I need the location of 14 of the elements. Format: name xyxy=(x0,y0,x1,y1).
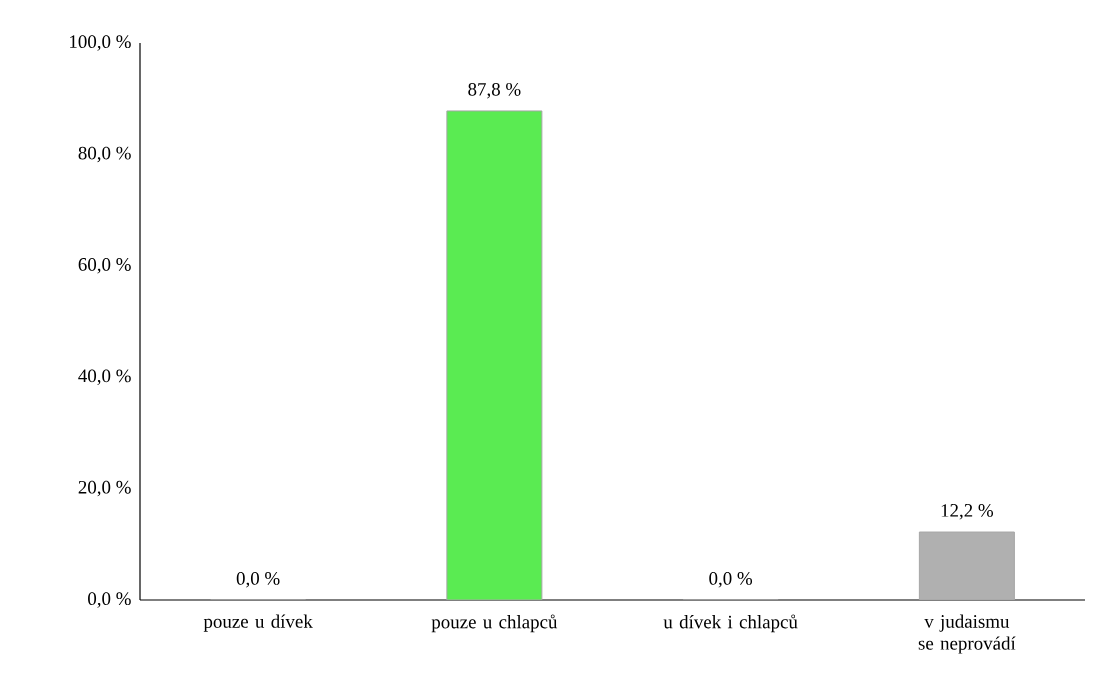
x-tick-label: pouze u dívek xyxy=(203,614,313,632)
y-tick-label: 80,0 % xyxy=(78,146,131,163)
y-tick-label: 100,0 % xyxy=(70,35,131,51)
x-tick-label: u dívek i chlapců xyxy=(663,614,798,633)
y-tick-label: 40,0 % xyxy=(78,369,131,385)
data-label: 0,0 % xyxy=(709,572,753,588)
y-tick-label: 60,0 % xyxy=(78,258,131,274)
data-label: 0,0 % xyxy=(236,572,280,588)
y-tick-label: 0,0 % xyxy=(88,592,131,608)
y-tick-label: 20,0 % xyxy=(78,480,131,497)
x-tick-label: pouze u chlapců xyxy=(431,614,558,633)
data-label: 12,2 % xyxy=(941,504,994,520)
data-label: 87,8 % xyxy=(468,82,521,99)
x-tick-label: v judaismu se neprovádí xyxy=(918,614,1016,654)
